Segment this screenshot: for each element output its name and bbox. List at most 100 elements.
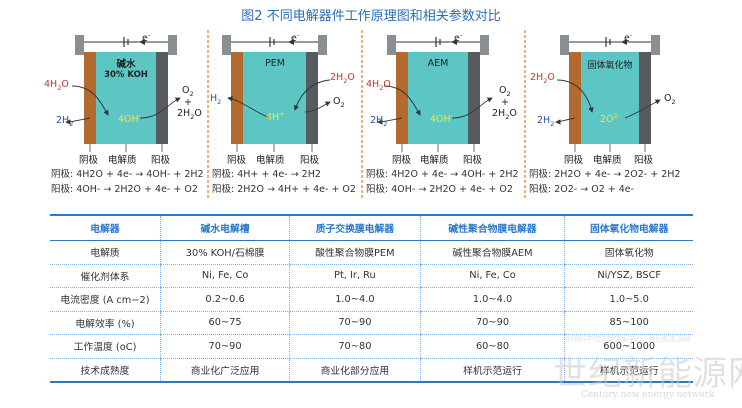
equation-cathode: 阴极: 4H2O + 4e- → 4OH- + 2H2 <box>51 169 204 180</box>
table-cell: 70~90 <box>289 311 421 335</box>
caption-electrolyte: 电解质 <box>256 155 285 166</box>
table-cell: 1.0~4.0 <box>289 287 421 312</box>
product-water: 2H2O <box>177 108 202 121</box>
electrolyte-label: AEM <box>427 58 449 69</box>
table-cell: 60~80 <box>419 334 565 359</box>
table-cell: 1.0~5.0 <box>564 287 693 312</box>
table-cell: 电解效率 (%) <box>50 311 161 335</box>
table-cell: Ni/YSZ, BSCF <box>564 264 693 288</box>
table-header-cell: 碱水电解槽 <box>159 214 290 241</box>
ion-label: 2O2- <box>600 112 621 126</box>
table-header-cell: 电解器 <box>50 214 161 241</box>
caption-electrolyte: 电解质 <box>420 155 449 166</box>
table-header-cell: 质子交换膜电解器 <box>289 214 421 241</box>
watermark-top-text: 中国科学院文献情报中心 · 世纪新能源网 <box>565 335 691 343</box>
table-cell: 技术成熟度 <box>50 358 161 383</box>
product-oxygen: O2 <box>664 93 676 106</box>
electrolyzer-diagrams <box>65 30 661 200</box>
anode <box>156 52 168 144</box>
cell-aem <box>377 35 493 152</box>
caption-cathode: 阴极 <box>564 155 584 166</box>
equation-cathode: 阴极: 4H+ + 4e- → 2H2 <box>212 169 321 180</box>
cell-solid-oxide <box>555 35 661 152</box>
terminal-left <box>75 35 84 55</box>
ion-label: 4OH- <box>118 112 142 126</box>
plus-sign: + <box>184 97 192 108</box>
electrolyte-concentration: 30% KOH <box>104 70 148 80</box>
product-oxygen: O2 <box>333 96 345 109</box>
product-hydrogen: 2H2 <box>56 115 74 128</box>
equation-anode: 阳极: 4OH- → 2H2O + 4e- + O2 <box>51 184 198 195</box>
table-row: 工作温度 (oC) 70~90 70~80 60~80 600~1000 <box>50 334 693 359</box>
caption-cathode: 阴极 <box>227 155 247 166</box>
table-row: 技术成熟度 商业化广泛应用 商业化部分应用 样机示范运行 样机示范运行 <box>50 358 693 383</box>
product-oxygen: O2 <box>499 85 511 98</box>
table-cell: 70~80 <box>289 334 421 359</box>
electron-label: e- <box>142 31 151 45</box>
table-cell: 85~100 <box>564 311 693 335</box>
watermark-logo-text: 世纪新能源网 <box>553 354 742 394</box>
table-cell: Pt, Ir, Ru <box>289 264 421 288</box>
table-row: 电流密度 (A cm−2) 0.2~0.6 1.0~4.0 1.0~4.0 1.… <box>50 287 693 312</box>
table-cell: 催化剂体系 <box>50 264 161 288</box>
cell-alkaline <box>65 35 181 152</box>
electrolyte-label: 固体氧化物 <box>587 61 633 71</box>
equation-cathode: 阴极: 2H2O + 4e- → 2O2- + 2H2 <box>529 169 681 180</box>
table-cell: 商业化部分应用 <box>289 358 421 383</box>
product-hydrogen: H2 <box>210 93 222 106</box>
table-cell: 工作温度 (oC) <box>50 334 161 359</box>
plus-sign: + <box>501 97 509 108</box>
table-cell: 酸性聚合物膜PEM <box>289 240 421 265</box>
electron-label: e- <box>291 31 300 45</box>
table-cell: 商业化广泛应用 <box>159 358 290 383</box>
watermark: 中国科学院文献情报中心 · 世纪新能源网 世纪新能源网 Century new … <box>515 332 742 408</box>
table-header-cell: 固体氧化物电解器 <box>564 214 693 241</box>
table-cell: 样机示范运行 <box>419 358 565 383</box>
ion-label: 4OH- <box>430 112 454 126</box>
table-row: 催化剂体系 Ni, Fe, Co Pt, Ir, Ru Ni, Fe, Co N… <box>50 264 693 288</box>
caption-anode: 阳极 <box>151 155 171 166</box>
table-header-cell: 碱性聚合物膜电解器 <box>419 214 565 241</box>
comparison-table: 电解器 碱水电解槽 质子交换膜电解器 碱性聚合物膜电解器 固体氧化物电解器 电解… <box>50 214 693 383</box>
equation-anode: 阳极: 4OH- → 2H2O + 4e- + O2 <box>366 184 513 195</box>
product-oxygen: O2 <box>182 85 194 98</box>
table-cell: Ni, Fe, Co <box>419 264 565 288</box>
caption-anode: 阳极 <box>463 155 483 166</box>
cathode <box>84 52 96 144</box>
product-water: 2H2O <box>492 108 517 121</box>
table-row: 电解效率 (%) 60~75 70~90 70~90 85~100 <box>50 311 693 335</box>
table-cell: 电流密度 (A cm−2) <box>50 287 161 312</box>
electron-label: e- <box>454 31 463 45</box>
equation-anode: 阳极: 2H2O → 4H+ + 4e- + O2 <box>212 184 356 195</box>
caption-anode: 阳极 <box>300 155 320 166</box>
table-cell: 碱性聚合物膜AEM <box>419 240 565 265</box>
caption-cathode: 阴极 <box>392 155 412 166</box>
table-cell: 1.0~4.0 <box>419 287 565 312</box>
ion-label: 4H+ <box>266 110 285 124</box>
caption-anode: 阳极 <box>634 155 654 166</box>
table-cell: 30% KOH/石棉膜 <box>159 240 290 265</box>
reactant-water: 4H2O <box>366 79 391 92</box>
caption-cathode: 阴极 <box>79 155 99 166</box>
table-cell: 60~75 <box>159 311 290 335</box>
table-cell: Ni, Fe, Co <box>159 264 290 288</box>
electrolyte-label: 碱水 <box>116 59 136 70</box>
equation-anode: 阳极: 2O2- → O2 + 4e- <box>529 184 635 195</box>
reactant-water: 2H2O <box>330 72 355 85</box>
table-cell: 电解质 <box>50 240 161 265</box>
electron-label: e- <box>624 31 633 45</box>
electrolyte <box>96 52 156 144</box>
table-cell: 样机示范运行 <box>564 358 693 383</box>
reactant-water: 2H2O <box>530 72 555 85</box>
table-cell: 600~1000 <box>564 334 693 359</box>
product-hydrogen: 2H2 <box>370 115 388 128</box>
product-hydrogen: 2H2 <box>537 115 555 128</box>
table-cell: 0.2~0.6 <box>159 287 290 312</box>
reactant-water: 4H2O <box>44 79 69 92</box>
table-row: 电解质 30% KOH/石棉膜 酸性聚合物膜PEM 碱性聚合物膜AEM 固体氧化… <box>50 240 693 265</box>
table-header-row: 电解器 碱水电解槽 质子交换膜电解器 碱性聚合物膜电解器 固体氧化物电解器 <box>50 214 693 241</box>
terminal-right <box>168 35 177 55</box>
table-cell: 70~90 <box>419 311 565 335</box>
watermark-english-text: Century new energy network <box>581 390 715 400</box>
equation-cathode: 阴极: 4H2O + 4e- → 4OH- + 2H2 <box>366 169 519 180</box>
